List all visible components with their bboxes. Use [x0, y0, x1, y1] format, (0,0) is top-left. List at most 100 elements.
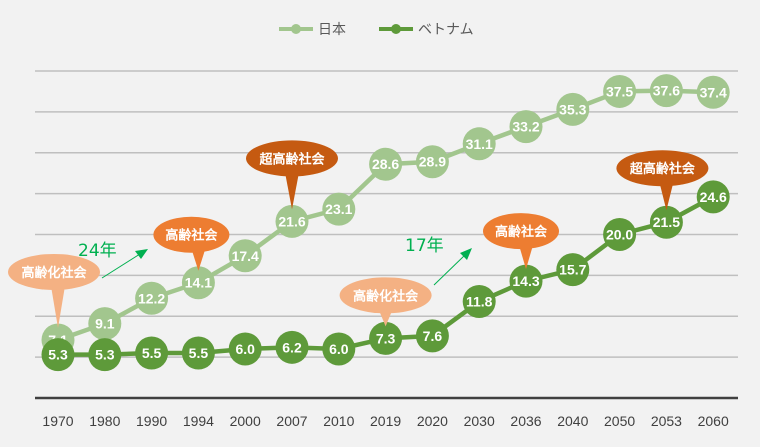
legend-label-vietnam: ベトナム: [418, 22, 474, 38]
callout-bubble: [8, 253, 100, 290]
data-label: 17.4: [232, 248, 259, 264]
data-label: 28.9: [419, 154, 446, 170]
callout-bubble: [483, 213, 559, 250]
x-tick-label: 2050: [604, 413, 635, 429]
callout: 高齢社会: [153, 216, 230, 271]
data-label: 15.7: [559, 262, 586, 278]
x-tick-label: 1990: [136, 413, 167, 429]
data-point: [135, 281, 169, 315]
callout-pointer: [51, 285, 65, 328]
data-label: 28.6: [372, 156, 399, 172]
callout: 超高齢社会: [616, 150, 709, 211]
callout-label: 高齢社会: [495, 224, 548, 240]
data-label: 5.5: [189, 345, 209, 361]
x-axis-tick-labels: 1970 1980 1990 1994 2000 2007 2010 2019 2020 2030…: [42, 413, 729, 429]
callout-label: 高齢化社会: [353, 288, 419, 304]
interval-arrow-17: [433, 254, 466, 286]
data-label: 14.1: [185, 275, 212, 291]
arrowhead-icon: [460, 248, 472, 260]
data-point: [509, 110, 543, 144]
callout-pointer: [378, 309, 393, 327]
data-point: [135, 336, 169, 370]
data-label: 6.0: [329, 341, 349, 357]
data-point: [41, 338, 75, 372]
data-label: 37.5: [606, 83, 633, 99]
x-tick-label: 1970: [42, 413, 73, 429]
data-point: [275, 330, 309, 364]
data-label: 5.3: [95, 347, 115, 363]
data-point: [275, 204, 309, 238]
data-point: [509, 264, 543, 298]
x-tick-label: 1980: [89, 413, 120, 429]
x-tick-label: 2040: [557, 413, 588, 429]
legend-marker-vietnam: [391, 24, 401, 34]
interval-label-17: 17年: [405, 236, 444, 256]
callout-bubble: [616, 150, 709, 187]
data-point: [696, 75, 730, 109]
data-point: [556, 253, 590, 287]
x-tick-label: 2030: [464, 413, 495, 429]
callout-pointer: [285, 172, 299, 210]
data-point: [88, 307, 122, 341]
series-vietnam: 5.3 5.3 5.5 5.5 6.0 6.2 6.0 7.3 7.6 11.8 14.3 15.7 2…: [41, 180, 730, 372]
interval-label-24: 24年: [78, 241, 117, 261]
data-point: [322, 332, 356, 366]
data-point: [322, 192, 356, 226]
data-point: [603, 218, 637, 251]
data-label: 37.4: [700, 84, 727, 100]
callout-bubble: [246, 140, 338, 177]
x-tick-label: 2060: [698, 413, 729, 429]
data-point: [603, 74, 637, 108]
data-label: 14.3: [512, 273, 539, 289]
legend: 日本 ベトナム: [279, 22, 474, 38]
legend-label-japan: 日本: [318, 22, 346, 38]
data-label: 20.0: [606, 227, 633, 243]
interval-17-years: 17年: [405, 236, 472, 286]
data-label: 37.6: [653, 83, 680, 99]
x-tick-label: 2010: [323, 413, 354, 429]
data-label: 31.1: [466, 136, 493, 152]
data-label: 33.2: [512, 119, 539, 135]
data-label: 5.5: [142, 345, 162, 361]
data-point: [556, 92, 590, 126]
callout-label: 高齢社会: [165, 228, 218, 244]
data-label: 6.0: [235, 341, 255, 357]
x-tick-label: 2019: [370, 413, 401, 429]
callout-label: 超高齢社会: [630, 161, 696, 177]
x-tick-label: 2036: [510, 413, 541, 429]
callout-pointer: [191, 248, 206, 271]
data-label: 11.8: [466, 294, 493, 310]
callout-label: 超高齢社会: [259, 151, 325, 167]
data-point: [415, 319, 449, 353]
data-label: 21.5: [653, 214, 680, 230]
data-label: 23.1: [325, 201, 352, 217]
x-tick-label: 2000: [230, 413, 261, 429]
data-label: 24.6: [700, 189, 727, 205]
callout-bubble: [153, 216, 230, 253]
legend-marker-japan: [291, 24, 301, 34]
callout-bubble: [339, 277, 432, 314]
data-point: [228, 332, 262, 366]
interval-arrow-24: [101, 253, 141, 279]
x-tick-label: 1994: [183, 413, 214, 429]
data-point: [415, 145, 449, 179]
data-point: [462, 127, 496, 161]
data-label: 6.2: [282, 339, 302, 355]
data-point: [88, 338, 122, 372]
arrowhead-icon: [135, 249, 148, 259]
callout: 高齢化社会: [8, 253, 100, 328]
data-point: [181, 336, 215, 370]
data-point: [369, 321, 403, 355]
data-point: [649, 205, 683, 239]
data-label: 9.1: [95, 316, 115, 332]
data-label: 5.3: [48, 347, 68, 363]
callout-label: 高齢化社会: [21, 265, 87, 281]
data-label: 21.6: [278, 213, 305, 229]
data-point: [462, 285, 496, 319]
data-label: 7.3: [376, 330, 396, 346]
data-point: [369, 147, 403, 181]
data-label: 35.3: [559, 101, 586, 117]
data-point: [649, 74, 683, 108]
